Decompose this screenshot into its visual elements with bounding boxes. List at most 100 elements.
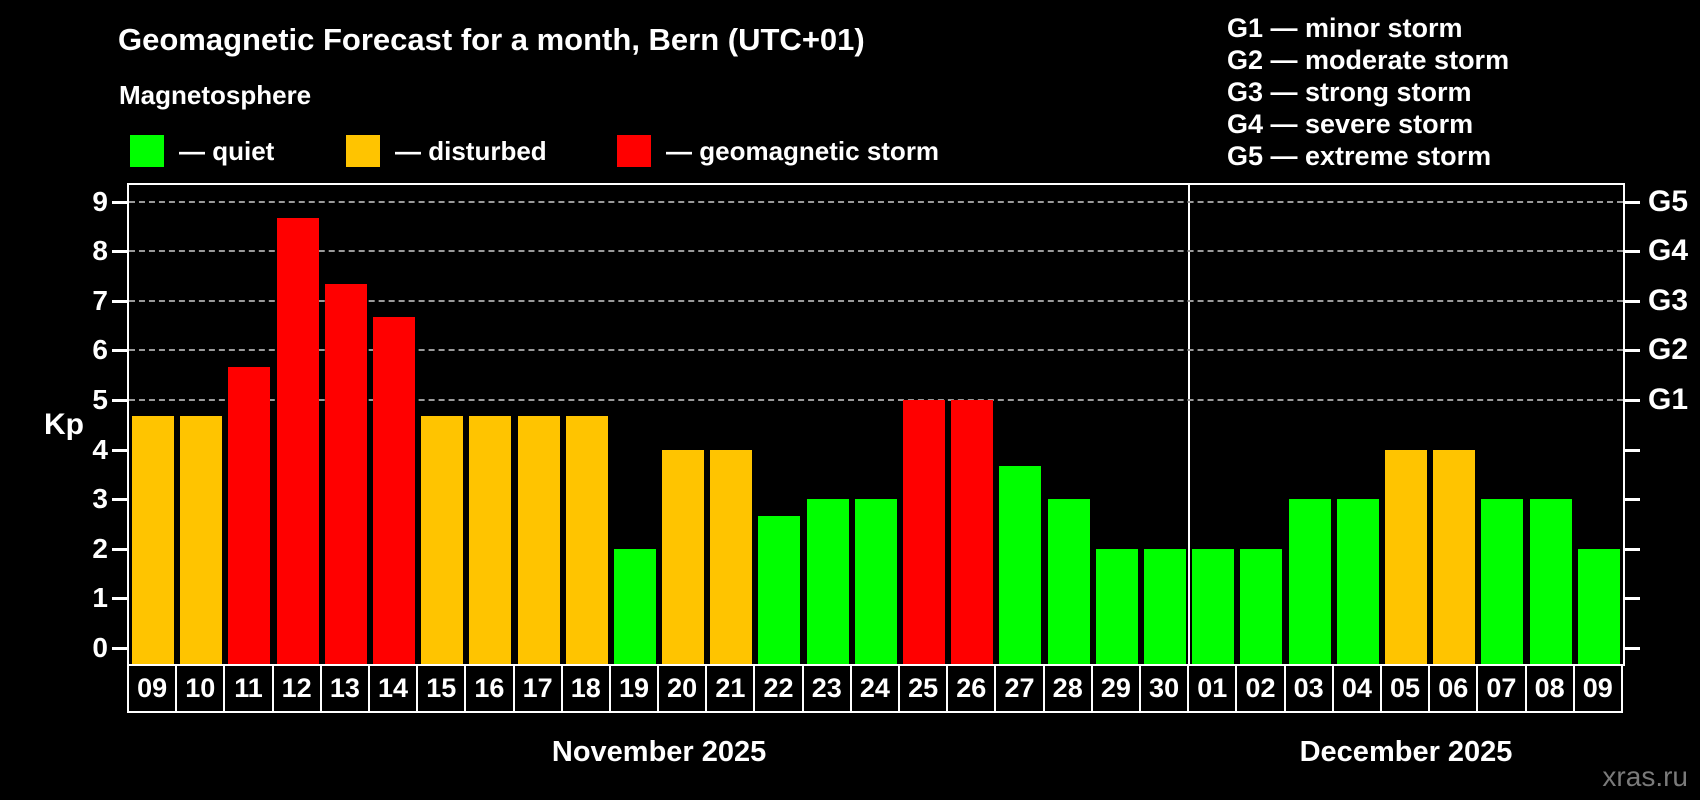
day-label-nov-26: 26: [946, 664, 997, 713]
day-label-dec-02: 02: [1235, 664, 1286, 713]
gridline-kp5: [129, 399, 1623, 401]
kp-bar-day-28: [1047, 499, 1090, 664]
y-tick-label-6: 6: [92, 334, 108, 366]
y-tick-left-0: [112, 647, 127, 650]
plot-frame-left: [127, 183, 129, 666]
day-label-nov-09: 09: [127, 664, 178, 713]
y-tick-label-0: 0: [92, 632, 108, 663]
y-tick-left-2: [112, 547, 127, 551]
y-tick-label-1: 1: [92, 582, 108, 614]
plot-area: [127, 183, 1625, 666]
kp-bar-day-25: [903, 400, 946, 664]
day-label-nov-15: 15: [416, 664, 467, 713]
month-label-0: November 2025: [551, 736, 767, 768]
y-tick-left-9: [112, 200, 127, 204]
kp-bar-day-08: [1529, 499, 1572, 664]
kp-bar-day-14: [372, 317, 415, 664]
gridline-kp7: [129, 299, 1623, 302]
g3-legend-line: G3 — strong storm: [1227, 77, 1472, 107]
y-tick-right-4: [1625, 448, 1640, 452]
gridline-kp9: [129, 200, 1623, 203]
legend-label-disturbed: — disturbed: [395, 136, 547, 166]
kp-bar-day-06: [1433, 449, 1476, 664]
y-tick-right-2: [1625, 547, 1640, 551]
kp-bar-day-21: [710, 449, 753, 664]
kp-bar-day-07: [1481, 499, 1524, 664]
y-tick-label-9: 9: [92, 185, 108, 217]
y-tick-label-2: 2: [92, 532, 108, 564]
kp-bar-day-27: [999, 465, 1042, 664]
chart-title: Geomagnetic Forecast for a month, Bern (…: [118, 22, 865, 57]
day-label-nov-30: 30: [1138, 664, 1190, 713]
y-tick-right-7: [1625, 299, 1640, 303]
day-label-nov-28: 28: [1042, 664, 1093, 713]
kp-bar-day-05: [1384, 449, 1427, 664]
disturbed-color-swatch: [346, 135, 380, 167]
y-tick-left-8: [112, 250, 127, 254]
day-label-nov-23: 23: [801, 664, 852, 713]
day-label-nov-29: 29: [1090, 664, 1141, 713]
y-tick-label-7: 7: [92, 284, 108, 316]
kp-bar-day-23: [806, 499, 849, 664]
kp-bar-day-09: [132, 416, 174, 664]
y-tick-left-3: [112, 498, 127, 502]
watermark: xras.ru: [1602, 761, 1688, 792]
day-label-nov-12: 12: [271, 664, 322, 713]
kp-bar-day-24: [854, 499, 897, 664]
kp-bar-day-15: [421, 416, 464, 664]
day-label-nov-20: 20: [657, 664, 708, 713]
storm-color-swatch: [617, 135, 651, 167]
y-tick-label-3: 3: [92, 483, 108, 515]
day-label-dec-04: 04: [1331, 664, 1382, 713]
day-label-nov-16: 16: [464, 664, 515, 713]
g-scale-label-G1: G1: [1648, 383, 1689, 416]
kp-bar-day-04: [1336, 499, 1379, 664]
g4-legend-line: G4 — severe storm: [1227, 109, 1474, 139]
quiet-color-swatch: [130, 135, 164, 167]
day-label-dec-05: 05: [1379, 664, 1431, 713]
legend-label-quiet: — quiet: [179, 136, 275, 166]
kp-bar-day-20: [662, 449, 705, 664]
y-tick-left-7: [112, 299, 127, 303]
kp-bar-day-22: [758, 515, 801, 664]
month-separator-line: [1188, 183, 1191, 664]
y-tick-label-8: 8: [92, 235, 108, 267]
kp-bar-day-19: [613, 548, 656, 664]
day-label-nov-19: 19: [608, 664, 660, 713]
kp-bar-day-12: [276, 217, 319, 664]
day-label-nov-21: 21: [705, 664, 756, 713]
day-label-nov-13: 13: [319, 664, 370, 713]
day-label-nov-18: 18: [560, 664, 611, 713]
legend-item-storm: — geomagnetic storm: [617, 134, 939, 168]
kp-bar-day-16: [469, 416, 512, 664]
g2-legend-line: G2 — moderate storm: [1227, 45, 1510, 75]
kp-bar-day-17: [517, 416, 560, 664]
storm-scale-legend: G1 — minor storm G2 — moderate storm G3 …: [1227, 12, 1509, 172]
g5-legend-line: G5 — extreme storm: [1227, 141, 1492, 171]
kp-bar-day-18: [565, 416, 608, 664]
gridline-kp6: [129, 349, 1623, 352]
g1-legend-line: G1 — minor storm: [1227, 13, 1463, 43]
y-axis-title: Kp: [44, 408, 84, 441]
kp-bar-day-02: [1240, 548, 1283, 664]
chart-subtitle: Magnetosphere: [119, 80, 312, 110]
g-scale-label-G5: G5: [1648, 184, 1689, 218]
day-label-dec-08: 08: [1524, 664, 1575, 713]
g-scale-label-G2: G2: [1648, 333, 1689, 367]
day-label-dec-01: 01: [1187, 664, 1238, 713]
g-scale-label-G4: G4: [1648, 234, 1689, 268]
y-tick-left-1: [112, 597, 127, 601]
legend-label-storm: — geomagnetic storm: [666, 136, 940, 166]
day-label-nov-22: 22: [753, 664, 804, 713]
y-tick-right-1: [1625, 597, 1640, 601]
y-tick-right-3: [1625, 498, 1640, 502]
y-tick-right-5: [1625, 399, 1640, 402]
y-tick-left-6: [112, 349, 127, 353]
day-label-dec-09: 09: [1572, 664, 1623, 713]
kp-bar-day-26: [951, 400, 994, 664]
day-label-nov-25: 25: [898, 664, 949, 713]
g-scale-label-G3: G3: [1648, 283, 1689, 317]
kp-bar-day-09: [1577, 548, 1620, 664]
y-tick-right-8: [1625, 250, 1640, 254]
